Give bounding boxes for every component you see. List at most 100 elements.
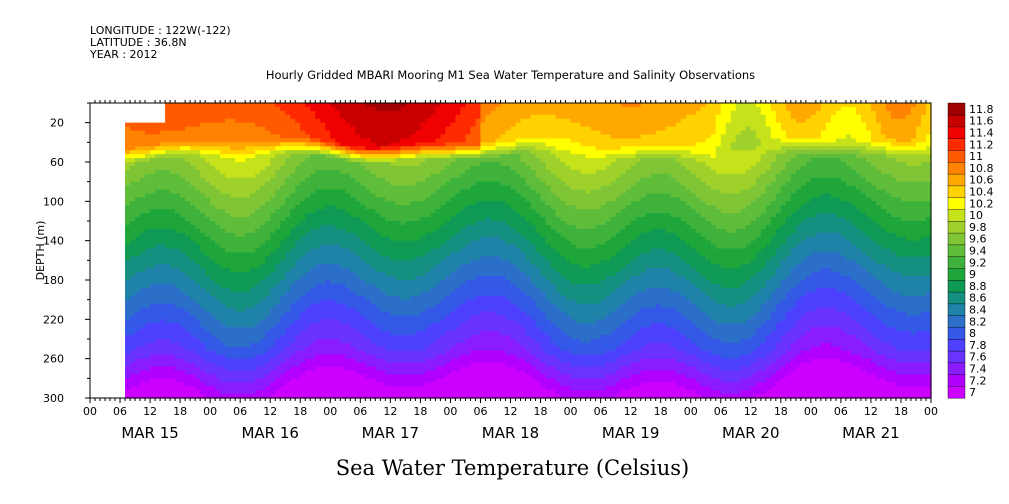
heatmap-cell xyxy=(175,245,181,250)
heatmap-cell xyxy=(205,103,211,108)
temperature-heatmap xyxy=(125,103,932,399)
heatmap-cell xyxy=(410,347,416,352)
heatmap-cell xyxy=(145,351,151,356)
heatmap-cell xyxy=(440,252,446,257)
heatmap-cell xyxy=(145,331,151,336)
heatmap-cell xyxy=(285,386,291,391)
heatmap-cell xyxy=(135,315,141,320)
heatmap-cell xyxy=(380,319,386,324)
heatmap-cell xyxy=(290,347,296,352)
heatmap-cell xyxy=(255,370,261,375)
heatmap-cell xyxy=(150,355,156,360)
heatmap-cell xyxy=(290,119,296,124)
heatmap-cell xyxy=(380,162,386,167)
heatmap-cell xyxy=(340,103,346,108)
heatmap-cell xyxy=(255,131,261,136)
heatmap-cell xyxy=(370,162,376,167)
heatmap-cell xyxy=(165,276,171,281)
heatmap-cell xyxy=(240,119,246,124)
heatmap-cell xyxy=(240,355,246,360)
heatmap-cell xyxy=(125,245,131,250)
heatmap-cell xyxy=(440,370,446,375)
heatmap-cell xyxy=(340,205,346,210)
heatmap-cell xyxy=(155,241,161,246)
heatmap-cell xyxy=(370,370,376,375)
heatmap-cell xyxy=(240,296,246,301)
heatmap-cell xyxy=(355,142,361,147)
heatmap-cell xyxy=(130,162,136,167)
heatmap-cell xyxy=(290,382,296,387)
heatmap-cell xyxy=(185,363,191,368)
heatmap-cell xyxy=(145,355,151,360)
heatmap-cell xyxy=(310,256,316,261)
heatmap-cell xyxy=(300,249,306,254)
heatmap-cell xyxy=(380,103,386,108)
heatmap-cell xyxy=(325,292,331,297)
heatmap-cell xyxy=(360,386,366,391)
heatmap-cell xyxy=(230,256,236,261)
heatmap-cell xyxy=(440,166,446,171)
heatmap-cell xyxy=(235,339,241,344)
heatmap-cell xyxy=(160,193,166,198)
heatmap-cell xyxy=(245,296,251,301)
heatmap-cell xyxy=(450,154,456,159)
heatmap-cell xyxy=(385,264,391,269)
heatmap-cell xyxy=(150,339,156,344)
heatmap-cell xyxy=(125,292,131,297)
heatmap-cell xyxy=(425,193,431,198)
heatmap-cell xyxy=(180,241,186,246)
heatmap-cell xyxy=(420,201,426,206)
heatmap-cell xyxy=(305,170,311,175)
heatmap-cell xyxy=(345,355,351,360)
heatmap-cell xyxy=(425,300,431,305)
heatmap-cell xyxy=(255,308,261,313)
heatmap-cell xyxy=(430,209,436,214)
heatmap-cell xyxy=(230,315,236,320)
heatmap-cell xyxy=(285,343,291,348)
heatmap-cell xyxy=(205,233,211,238)
heatmap-cell xyxy=(150,221,156,226)
heatmap-cell xyxy=(160,374,166,379)
heatmap-cell xyxy=(360,300,366,305)
heatmap-cell xyxy=(295,374,301,379)
heatmap-cell xyxy=(375,256,381,261)
heatmap-cell xyxy=(285,363,291,368)
heatmap-cell xyxy=(175,111,181,116)
heatmap-cell xyxy=(235,162,241,167)
heatmap-cell xyxy=(215,233,221,238)
heatmap-cell xyxy=(260,162,266,167)
heatmap-cell xyxy=(285,127,291,132)
heatmap-cell xyxy=(425,331,431,336)
heatmap-cell xyxy=(295,331,301,336)
heatmap-cell xyxy=(415,201,421,206)
heatmap-cell xyxy=(260,311,266,316)
heatmap-cell xyxy=(325,390,331,395)
heatmap-cell xyxy=(455,111,461,116)
heatmap-cell xyxy=(390,154,396,159)
heatmap-cell xyxy=(250,186,256,191)
heatmap-cell xyxy=(440,111,446,116)
heatmap-cell xyxy=(340,123,346,128)
heatmap-cell xyxy=(405,190,411,195)
heatmap-cell xyxy=(295,119,301,124)
heatmap-cell xyxy=(275,138,281,143)
heatmap-cell xyxy=(450,186,456,191)
heatmap-cell xyxy=(220,127,226,132)
heatmap-cell xyxy=(195,201,201,206)
heatmap-cell xyxy=(230,197,236,202)
heatmap-cell xyxy=(415,107,421,112)
heatmap-cell xyxy=(225,158,231,163)
heatmap-cell xyxy=(255,311,261,316)
heatmap-cell xyxy=(435,327,441,332)
heatmap-cell xyxy=(380,213,386,218)
heatmap-cell xyxy=(365,221,371,226)
heatmap-cell xyxy=(410,311,416,316)
heatmap-cell xyxy=(370,374,376,379)
heatmap-cell xyxy=(445,315,451,320)
heatmap-cell xyxy=(430,260,436,265)
heatmap-cell xyxy=(250,288,256,293)
heatmap-cell xyxy=(250,115,256,120)
heatmap-cell xyxy=(285,170,291,175)
heatmap-cell xyxy=(450,233,456,238)
heatmap-cell xyxy=(260,363,266,368)
